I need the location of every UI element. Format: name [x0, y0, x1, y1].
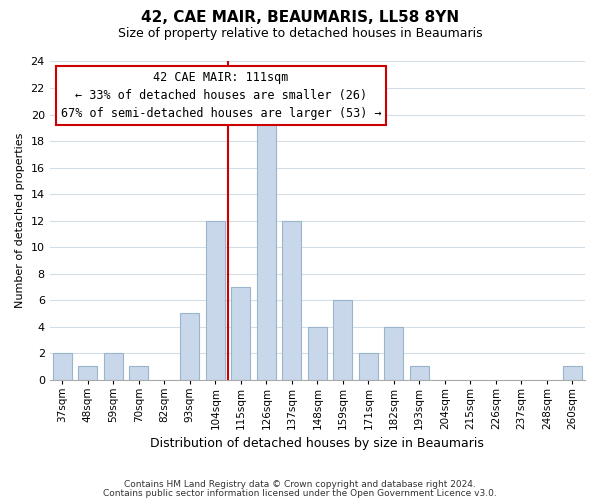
X-axis label: Distribution of detached houses by size in Beaumaris: Distribution of detached houses by size …: [151, 437, 484, 450]
Bar: [104, 353, 123, 380]
Bar: [231, 287, 250, 380]
Bar: [563, 366, 582, 380]
Bar: [206, 220, 225, 380]
Text: Contains public sector information licensed under the Open Government Licence v3: Contains public sector information licen…: [103, 488, 497, 498]
Bar: [384, 326, 403, 380]
Y-axis label: Number of detached properties: Number of detached properties: [15, 133, 25, 308]
Bar: [359, 353, 378, 380]
Text: 42 CAE MAIR: 111sqm
← 33% of detached houses are smaller (26)
67% of semi-detach: 42 CAE MAIR: 111sqm ← 33% of detached ho…: [61, 71, 381, 120]
Text: Contains HM Land Registry data © Crown copyright and database right 2024.: Contains HM Land Registry data © Crown c…: [124, 480, 476, 489]
Bar: [308, 326, 327, 380]
Bar: [257, 114, 276, 380]
Bar: [79, 366, 97, 380]
Bar: [130, 366, 148, 380]
Bar: [282, 220, 301, 380]
Bar: [333, 300, 352, 380]
Text: Size of property relative to detached houses in Beaumaris: Size of property relative to detached ho…: [118, 28, 482, 40]
Text: 42, CAE MAIR, BEAUMARIS, LL58 8YN: 42, CAE MAIR, BEAUMARIS, LL58 8YN: [141, 10, 459, 25]
Bar: [53, 353, 72, 380]
Bar: [181, 314, 199, 380]
Bar: [410, 366, 429, 380]
